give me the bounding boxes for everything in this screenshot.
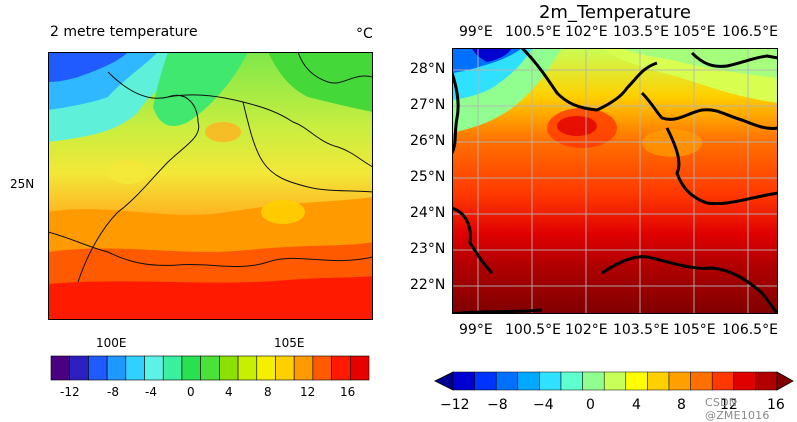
right-colorbar-cell	[625, 371, 648, 391]
left-colorbar-cell	[200, 355, 220, 381]
right-bottom-lon-99e: 99°E	[459, 322, 493, 338]
left-colorbar-cell	[50, 355, 71, 381]
right-colorbar-cell	[690, 371, 713, 391]
left-cb-label-8: 8	[264, 385, 272, 399]
left-colorbar-cell	[125, 355, 145, 381]
right-cb-label-8: 8	[677, 397, 686, 413]
left-cb-label-minus8: -8	[107, 385, 119, 399]
left-colorbar-cell	[88, 355, 108, 381]
watermark-text: CSDN @ZME1016	[705, 396, 770, 422]
right-map-title: 2m_Temperature	[538, 2, 691, 23]
right-top-lon-99e: 99°E	[459, 24, 493, 40]
right-colorbar-cell	[517, 371, 540, 391]
left-lon-label-100e: 100E	[96, 336, 127, 350]
right-bottom-lon-100-5e: 100.5°E	[505, 322, 561, 338]
left-colorbar-cell	[275, 355, 295, 381]
right-colorbar-cell	[495, 371, 519, 391]
left-colorbar-cell	[293, 355, 314, 381]
left-cb-label-16: 16	[340, 385, 356, 399]
right-lat-26n: 26°N	[410, 133, 446, 149]
right-lat-28n: 28°N	[410, 61, 446, 77]
left-lat-label-25n: 25N	[10, 177, 35, 191]
left-colorbar-cell	[312, 355, 332, 381]
right-lat-23n: 23°N	[410, 241, 446, 257]
left-colorbar-cell	[106, 355, 127, 381]
right-colorbar-cell	[452, 371, 475, 391]
right-top-lon-100-5e: 100.5°E	[505, 24, 561, 40]
right-colorbar-cell	[733, 371, 756, 391]
left-colorbar-cell	[237, 355, 258, 381]
right-colorbar-cell	[474, 371, 497, 391]
right-colorbar-cell	[647, 371, 670, 391]
left-map-units: °C	[356, 26, 373, 42]
right-lat-27n: 27°N	[410, 97, 446, 113]
right-colorbar-cell	[539, 371, 562, 391]
left-map-title: 2 metre temperature	[50, 24, 198, 40]
right-top-lon-105e: 105°E	[673, 24, 716, 40]
left-temperature-map	[48, 52, 373, 320]
left-cb-label-minus4: -4	[145, 385, 157, 399]
right-cb-label-12: 12	[720, 397, 738, 413]
right-colorbar-cell	[603, 371, 627, 391]
left-colorbar-cell	[219, 355, 239, 381]
left-colorbar-cell	[181, 355, 201, 381]
left-colorbar-cell	[162, 355, 183, 381]
right-cb-label-16: 16	[767, 397, 785, 413]
right-temperature-map	[452, 48, 778, 314]
right-colorbar-cell	[560, 371, 583, 391]
right-cb-label-minus12: −12	[440, 397, 470, 413]
right-bottom-lon-103-5e: 103.5°E	[613, 322, 669, 338]
left-colorbar-cell	[144, 355, 164, 381]
right-top-lon-102e: 102°E	[565, 24, 608, 40]
right-colorbar-cell	[668, 371, 691, 391]
right-lat-22n: 22°N	[410, 277, 446, 293]
right-top-lon-103-5e: 103.5°E	[613, 24, 669, 40]
left-colorbar-cell	[69, 355, 89, 381]
right-cb-label-0: 0	[586, 397, 595, 413]
right-cb-label-minus4: −4	[533, 397, 554, 413]
left-cb-label-12: 12	[300, 385, 316, 399]
right-bottom-lon-102e: 102°E	[565, 322, 608, 338]
right-top-lon-106-5e: 106.5°E	[722, 24, 778, 40]
right-bottom-lon-105e: 105°E	[673, 322, 716, 338]
right-colorbar	[434, 371, 794, 391]
left-colorbar-cell	[349, 355, 370, 381]
right-colorbar-cell	[582, 371, 605, 391]
right-colorbar-cell	[711, 371, 735, 391]
left-cb-label-minus12: -12	[60, 385, 80, 399]
left-colorbar-cell	[331, 355, 351, 381]
right-bottom-lon-106-5e: 106.5°E	[722, 322, 778, 338]
left-lon-label-105e: 105E	[274, 336, 305, 350]
right-cb-label-minus8: −8	[487, 397, 508, 413]
right-colorbar-cell	[434, 371, 454, 391]
right-colorbar-cell	[755, 371, 778, 391]
left-colorbar-cell	[256, 355, 276, 381]
left-cb-label-0: 0	[187, 385, 195, 399]
right-cb-label-4: 4	[632, 397, 641, 413]
right-colorbar-cell	[776, 371, 794, 391]
right-lat-24n: 24°N	[410, 205, 446, 221]
right-lat-25n: 25°N	[410, 169, 446, 185]
left-cb-label-4: 4	[225, 385, 233, 399]
left-colorbar	[50, 355, 370, 381]
